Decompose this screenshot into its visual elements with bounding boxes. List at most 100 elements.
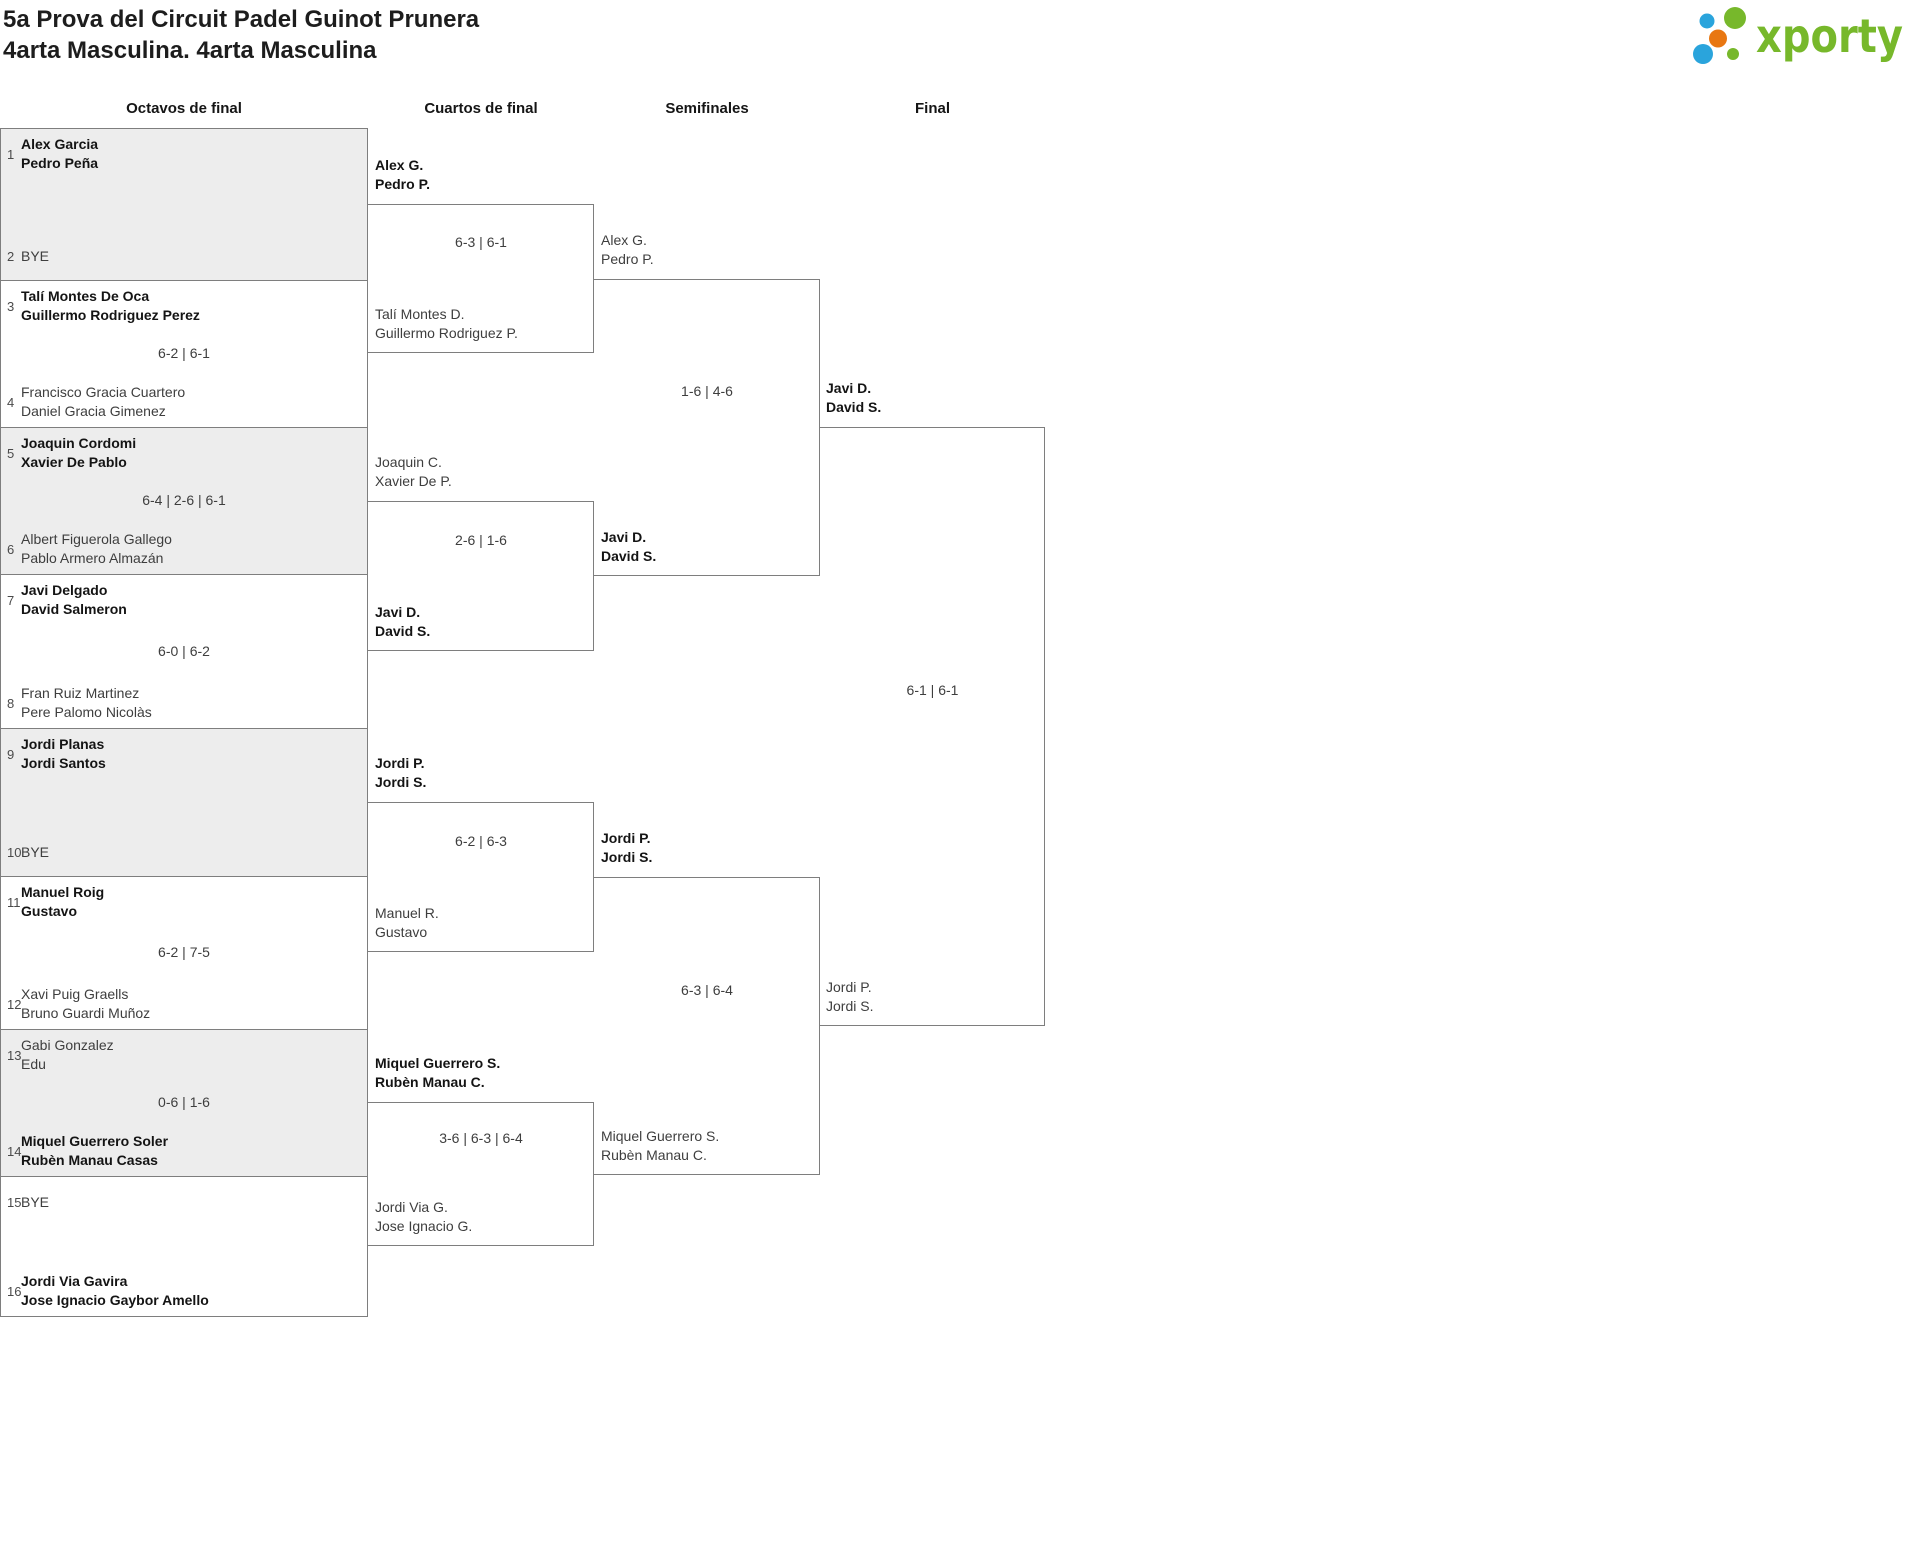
player-name: David S.	[826, 399, 882, 415]
match-score: 0-6 | 1-6	[158, 1094, 210, 1110]
seed-number: 12	[7, 996, 22, 1012]
player-name: Jordi S.	[826, 998, 874, 1014]
player-name: Javi D.	[601, 529, 647, 545]
sf2-bottom-team: Miquel Guerrero S. Rubèn Manau C.	[601, 1127, 719, 1165]
logo-wordmark: xporty	[1756, 9, 1903, 63]
team-slot: 13 Gabi Gonzalez Edu	[1, 1036, 114, 1074]
logo-dot-orange	[1709, 29, 1727, 48]
player-name: Javi D.	[375, 604, 421, 620]
qf3-top-team: Jordi P. Jordi S.	[375, 754, 426, 792]
r16-match-7: 13 Gabi Gonzalez Edu 0-6 | 1-6 14 Miquel…	[0, 1029, 368, 1176]
player-name: Javi D.	[826, 380, 872, 396]
bye-label: BYE	[21, 248, 50, 264]
bye-label: BYE	[21, 844, 50, 860]
round-header-octavos: Octavos de final	[126, 100, 242, 117]
player-name: Jordi Planas	[21, 736, 105, 752]
category-name: 4arta Masculina. 4arta Masculina	[3, 37, 377, 64]
player-name: Alex G.	[601, 232, 647, 248]
sf2-score: 6-3 | 6-4	[681, 982, 733, 998]
player-name: Daniel Gracia Gimenez	[21, 403, 166, 419]
player-name: Pere Palomo Nicolàs	[21, 704, 152, 720]
r16-match-6: 11 Manuel Roig Gustavo 6-2 | 7-5 12 Xavi…	[0, 876, 368, 1029]
player-name: Xavier De P.	[375, 473, 452, 489]
player-name: Gustavo	[375, 924, 428, 940]
player-name: Gabi Gonzalez	[21, 1037, 114, 1053]
final-top-team: Javi D. David S.	[826, 379, 881, 417]
player-name: Alex G.	[375, 157, 424, 173]
player-name: Jordi P.	[826, 979, 872, 995]
player-name: Jordi Via Gavira	[21, 1273, 128, 1289]
seed-number: 2	[7, 249, 15, 264]
player-name: Pedro P.	[375, 176, 430, 192]
player-name: Xavier De Pablo	[21, 454, 127, 470]
player-name: Pablo Armero Almazán	[21, 550, 164, 566]
player-name: Joaquin C.	[375, 454, 442, 470]
r16-match-4: 7 Javi Delgado David Salmeron 6-0 | 6-2 …	[0, 574, 368, 728]
player-name: David S.	[375, 623, 431, 639]
seed-number: 6	[7, 541, 15, 557]
r16-match-5: 9 Jordi Planas Jordi Santos 10 BYE	[0, 728, 368, 876]
team-slot: 9 Jordi Planas Jordi Santos	[1, 735, 106, 773]
player-name: Edu	[21, 1056, 46, 1072]
player-name: Miquel Guerrero S.	[375, 1055, 501, 1071]
seed-number: 14	[7, 1143, 22, 1159]
player-name: Bruno Guardi Muñoz	[21, 1005, 151, 1021]
final-box	[820, 427, 1045, 1026]
xporty-logo[interactable]: xporty	[1686, 4, 1910, 72]
qf3-box	[368, 802, 594, 952]
seed-number: 9	[7, 746, 15, 762]
player-name: Jordi Via G.	[375, 1199, 448, 1215]
player-name: Miquel Guerrero Soler	[21, 1133, 169, 1149]
tournament-name: 5a Prova del Circuit Padel Guinot Pruner…	[3, 6, 480, 33]
player-name: Javi Delgado	[21, 582, 108, 598]
player-name: Talí Montes De Oca	[21, 288, 150, 304]
qf2-bottom-team: Javi D. David S.	[375, 603, 430, 641]
team-slot: 5 Joaquin Cordomi Xavier De Pablo	[1, 434, 136, 472]
sf1-box	[594, 279, 820, 576]
player-name: Joaquin Cordomi	[21, 435, 137, 451]
r16-match-8: 15 BYE 16 Jordi Via Gavira Jose Ignacio …	[0, 1176, 368, 1317]
seed-number: 7	[7, 592, 15, 608]
player-name: Fran Ruiz Martinez	[21, 685, 140, 701]
player-name: Pedro Peña	[21, 155, 99, 171]
team-slot: 1 Alex Garcia Pedro Peña	[1, 135, 98, 173]
qf1-box	[368, 204, 594, 353]
logo-dot-green-big	[1724, 7, 1746, 29]
player-name: Pedro P.	[601, 251, 654, 267]
qf2-top-team: Joaquin C. Xavier De P.	[375, 453, 452, 491]
seed-number: 5	[7, 445, 15, 461]
player-name: David Salmeron	[21, 601, 127, 617]
player-name: Jose Ignacio G.	[375, 1218, 473, 1234]
player-name: Francisco Gracia Cuartero	[21, 384, 186, 400]
seed-number: 4	[7, 394, 15, 410]
player-name: Rubèn Manau C.	[601, 1147, 707, 1163]
logo-dot-blue-big	[1693, 44, 1713, 64]
logo-dot-blue-small	[1699, 13, 1715, 29]
match-score: 6-0 | 6-2	[158, 642, 210, 659]
player-name: David S.	[601, 548, 657, 564]
final-score: 6-1 | 6-1	[906, 682, 959, 698]
seed-number: 10	[7, 845, 22, 860]
player-name: Jordi S.	[601, 849, 653, 865]
player-name: Xavi Puig Graells	[21, 986, 129, 1002]
player-name: Jordi P.	[375, 755, 425, 771]
match-score: 6-4 | 2-6 | 6-1	[142, 492, 226, 508]
r16-match-3: 5 Joaquin Cordomi Xavier De Pablo 6-4 | …	[0, 427, 368, 574]
logo-dot-green-small	[1727, 48, 1739, 60]
qf3-bottom-team: Manuel R. Gustavo	[375, 904, 439, 942]
player-name: Guillermo Rodriguez Perez	[21, 307, 200, 323]
player-name: Rubèn Manau Casas	[21, 1152, 158, 1168]
r16-match-1: 1 Alex Garcia Pedro Peña 2 BYE	[0, 128, 368, 280]
team-slot: 6 Albert Figuerola Gallego Pablo Armero …	[1, 530, 172, 568]
seed-number: 8	[7, 695, 15, 711]
sf1-score: 1-6 | 4-6	[681, 383, 733, 399]
seed-number: 3	[7, 298, 15, 314]
player-name: Jordi Santos	[21, 755, 106, 771]
seed-number: 13	[7, 1047, 22, 1063]
round-header-final: Final	[914, 100, 950, 117]
qf4-top-team: Miquel Guerrero S. Rubèn Manau C.	[375, 1054, 500, 1092]
team-slot: 16 Jordi Via Gavira Jose Ignacio Gaybor …	[1, 1272, 209, 1310]
qf3-score: 6-2 | 6-3	[455, 833, 507, 849]
player-name: Jose Ignacio Gaybor Amello	[21, 1292, 209, 1308]
